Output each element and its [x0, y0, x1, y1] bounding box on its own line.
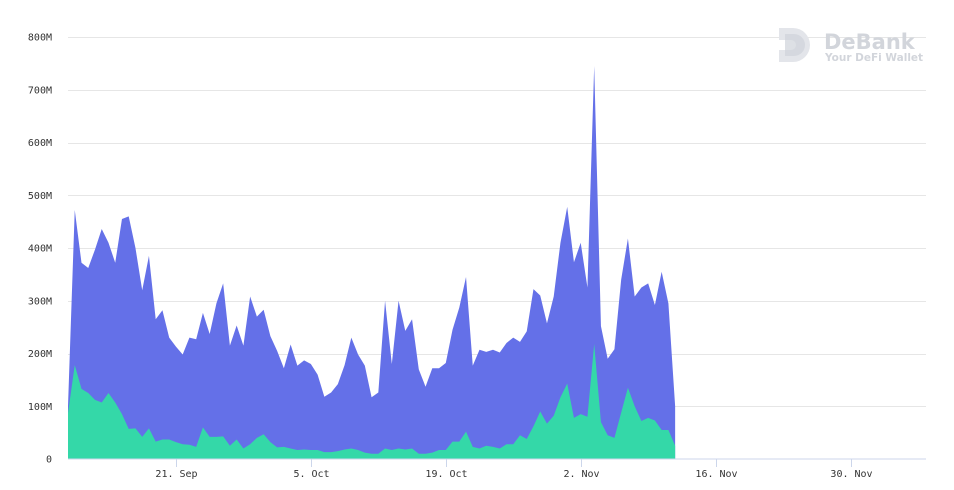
debank-logo-icon [779, 28, 810, 62]
watermark-title: DeBank [824, 30, 916, 54]
series-areas [68, 66, 676, 459]
debank-watermark: DeBank Your DeFi Wallet [779, 28, 923, 64]
y-tick-label: 300M [28, 296, 52, 307]
series-area-1 [68, 344, 676, 459]
y-tick-label: 0 [46, 455, 52, 466]
x-tick-label: 2. Nov [563, 469, 599, 480]
x-tick-label: 30. Nov [830, 469, 872, 480]
y-tick-label: 600M [28, 138, 52, 149]
x-tick-label: 21. Sep [155, 469, 197, 480]
x-axis-ticks: 21. Sep 5. Oct 19. Oct 2. Nov 16. Nov 30. Nov [155, 459, 873, 480]
y-axis-tick-labels: 0 100M 200M 300M 400M 500M 600M 700M 800M [28, 33, 52, 466]
series-area-0 [68, 66, 676, 459]
x-tick-label: 19. Oct [425, 469, 467, 480]
y-tick-label: 500M [28, 191, 52, 202]
x-tick-label: 16. Nov [695, 469, 737, 480]
y-tick-label: 100M [28, 402, 52, 413]
y-tick-label: 800M [28, 33, 52, 44]
x-tick-label: 5. Oct [293, 469, 329, 480]
y-tick-label: 400M [28, 244, 52, 255]
watermark-subtitle: Your DeFi Wallet [824, 52, 923, 64]
y-tick-label: 700M [28, 85, 52, 96]
y-tick-label: 200M [28, 349, 52, 360]
